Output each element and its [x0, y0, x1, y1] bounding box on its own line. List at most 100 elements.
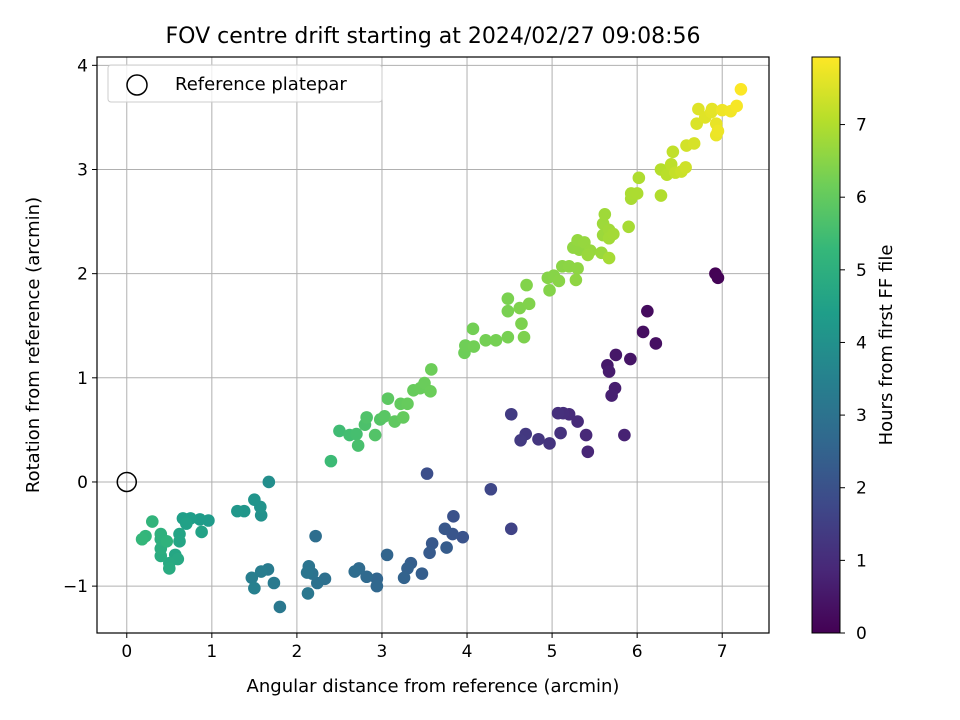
data-point: [254, 565, 268, 578]
data-point: [489, 334, 503, 347]
data-point: [632, 171, 646, 185]
data-point: [324, 454, 338, 468]
x-tick-label: 4: [462, 642, 473, 662]
chart-title: FOV centre drift starting at 2024/02/27 …: [166, 24, 701, 49]
data-point: [135, 532, 149, 546]
data-points: [116, 82, 748, 614]
data-point: [440, 541, 453, 554]
data-point: [381, 392, 395, 405]
data-point: [360, 570, 373, 584]
data-point: [602, 251, 616, 265]
data-point: [609, 348, 623, 362]
data-point: [711, 124, 725, 138]
data-point: [630, 187, 644, 200]
data-point: [333, 424, 346, 438]
legend-reference-marker: [126, 74, 148, 96]
data-point: [180, 517, 193, 530]
data-point: [415, 567, 429, 580]
y-tick-label: 2: [77, 265, 88, 285]
data-point: [569, 273, 583, 287]
data-point: [543, 437, 556, 450]
data-point: [301, 587, 315, 600]
data-point: [423, 546, 436, 560]
colorbar-label: Hours from first FF file: [876, 245, 897, 446]
x-tick-label: 1: [206, 642, 217, 662]
colorbar-tick-label: 2: [856, 479, 867, 499]
data-point: [309, 529, 322, 543]
colorbar-tick-label: 1: [856, 551, 867, 571]
x-tick-label: 6: [632, 642, 643, 662]
colorbar-gradient: [811, 56, 841, 634]
data-point: [311, 576, 324, 590]
data-point: [348, 565, 362, 578]
data-point: [692, 102, 705, 116]
data-point: [466, 322, 480, 336]
data-point: [679, 161, 692, 174]
data-point: [649, 337, 663, 350]
data-point: [248, 581, 261, 595]
legend: Reference platepar: [107, 64, 383, 103]
data-point: [193, 513, 207, 526]
data-point: [456, 530, 470, 544]
data-point: [581, 445, 595, 459]
data-point: [607, 227, 620, 241]
data-point: [262, 475, 276, 489]
data-point: [636, 325, 650, 339]
data-point: [501, 292, 515, 305]
data-point: [579, 428, 593, 442]
y-tick-label: −1: [63, 577, 88, 597]
data-point: [351, 439, 365, 452]
data-point: [248, 493, 261, 506]
colorbar: 0 1 2 3 4 5 6 7: [811, 56, 867, 644]
data-point: [598, 207, 612, 221]
colorbar-tick-label: 0: [856, 624, 867, 644]
data-point: [273, 600, 287, 614]
data-point: [654, 189, 668, 202]
data-point: [551, 406, 565, 420]
data-point: [368, 428, 382, 442]
data-point: [447, 510, 460, 523]
data-point: [245, 571, 259, 585]
y-tick-label: 4: [77, 56, 88, 76]
data-point: [571, 262, 584, 275]
x-tick-label: 5: [547, 642, 558, 662]
y-axis-label: Rotation from reference (arcmin): [23, 197, 44, 493]
data-point: [624, 352, 637, 366]
data-point: [396, 411, 410, 424]
data-point: [231, 504, 244, 518]
data-point: [501, 330, 515, 344]
data-point: [397, 571, 411, 585]
data-point: [705, 102, 719, 116]
data-point: [641, 304, 654, 318]
x-tick-label: 2: [291, 642, 302, 662]
data-point: [479, 334, 493, 347]
x-tick-label: 3: [377, 642, 388, 662]
data-point: [666, 145, 680, 159]
data-point: [467, 340, 481, 353]
data-point: [554, 426, 567, 440]
x-axis-label: Angular distance from reference (arcmin): [247, 676, 620, 697]
data-point: [618, 428, 631, 442]
data-point: [300, 566, 314, 579]
gridlines: [97, 57, 769, 633]
y-tick-label: 0: [77, 473, 88, 493]
data-point: [438, 522, 452, 536]
data-point: [380, 548, 394, 562]
reference-platepar-point: [116, 471, 138, 493]
data-point: [514, 434, 527, 447]
data-point: [360, 411, 373, 424]
data-point: [350, 427, 363, 441]
data-point: [163, 562, 176, 575]
data-point: [520, 278, 533, 292]
data-point: [517, 330, 531, 344]
data-point: [160, 535, 174, 548]
data-point: [687, 137, 701, 150]
axes: 0 1 2 3 4 5 6 7 −1 0 1 2 3 4: [63, 56, 770, 662]
y-tick-label: 3: [77, 160, 88, 180]
data-point: [378, 410, 391, 423]
x-tick-label: 7: [717, 642, 728, 662]
colorbar-tick-label: 6: [856, 188, 867, 208]
data-point: [424, 385, 437, 398]
